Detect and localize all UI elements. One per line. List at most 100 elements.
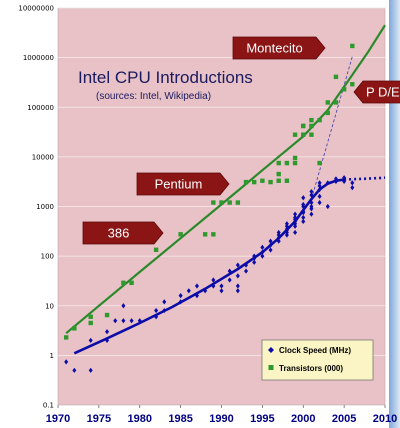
transistor-point	[276, 178, 281, 183]
y-tick-label: 1000000	[23, 54, 54, 62]
clock-speed-point	[293, 211, 298, 217]
clock-speed-point	[88, 337, 93, 344]
clock-speed-point	[105, 337, 110, 344]
clock-speed-point	[317, 193, 322, 199]
y-tick-label: 1000	[36, 203, 54, 211]
transistor-point	[309, 123, 314, 129]
transistor-point	[276, 160, 281, 166]
clock-speed-point	[252, 259, 257, 265]
clock-speed-point	[301, 208, 306, 214]
clock-speed-point	[129, 318, 134, 324]
clock-speed-point	[309, 188, 314, 195]
clock-speed-point	[333, 176, 338, 182]
transistor-point	[235, 200, 241, 205]
y-tick-label: 0.1	[43, 402, 54, 410]
transistor-point	[317, 160, 322, 166]
x-tick-label: 1980	[128, 413, 152, 425]
transistor-point	[309, 132, 314, 137]
legend-box	[261, 339, 374, 381]
transistor-point	[211, 232, 216, 237]
legend-transistor-label: Transistors (000)	[279, 364, 343, 373]
clock-speed-point	[235, 262, 240, 268]
clock-speed-point	[276, 238, 281, 244]
transistor-point	[301, 132, 306, 137]
clock-speed-point	[284, 221, 289, 227]
transistor-point	[243, 179, 249, 185]
transistor-point	[292, 155, 298, 161]
clock-speed-point	[227, 277, 232, 283]
clock-speed-point	[219, 283, 224, 289]
transistor-point	[284, 160, 290, 166]
transistor-point	[268, 179, 273, 185]
x-tick-label: 1990	[209, 413, 233, 425]
clock-speed-point	[162, 307, 167, 314]
y-tick-label: 10	[45, 302, 54, 310]
x-tick-label: 2010	[373, 413, 397, 425]
transistor-point	[292, 132, 298, 137]
clock-speed-point	[235, 273, 240, 279]
clock-speed-point	[121, 318, 126, 324]
transistor-point	[301, 123, 306, 129]
clock-speed-point	[88, 367, 93, 373]
clock-speed-point	[203, 288, 208, 294]
clock-speed-point	[350, 185, 355, 191]
clock-speed-point	[342, 175, 347, 181]
transistor-trend-line	[65, 24, 386, 335]
clock-speed-point	[309, 192, 314, 198]
clock-speed-point	[276, 235, 281, 241]
transistor-point	[309, 117, 314, 123]
clock-speed-point	[227, 268, 232, 274]
transistor-point	[219, 200, 224, 205]
clock-speed-point	[325, 180, 330, 186]
clock-speed-point	[301, 218, 306, 225]
clock-speed-point	[260, 249, 265, 255]
clock-speed-point	[309, 211, 314, 217]
x-tick-label: 2005	[332, 413, 356, 425]
transistor-point	[121, 280, 126, 286]
clock-speed-point	[268, 238, 273, 244]
transistor-point	[325, 100, 330, 105]
transistor-point	[88, 320, 93, 326]
callout-label: Pentium	[155, 177, 203, 192]
clock-speed-point	[194, 283, 199, 289]
clock-speed-point	[268, 247, 273, 253]
legend-clock-marker	[268, 347, 274, 353]
y-tick-label: 10000000	[18, 5, 54, 13]
transistor-point	[276, 171, 281, 177]
transistor-point	[341, 87, 347, 92]
clock-speed-point	[260, 244, 265, 250]
transistor-point	[252, 179, 257, 185]
transistor-point	[350, 82, 355, 87]
clock-speed-point	[301, 201, 306, 208]
transistor-point	[227, 200, 232, 205]
clock-speed-point	[154, 314, 159, 320]
clock-speed-point	[342, 178, 347, 185]
callout-arrow	[136, 172, 230, 196]
transistor-point	[153, 247, 159, 253]
transistor-point	[129, 280, 134, 286]
clock-speed-point	[178, 293, 183, 299]
y-tick-label: 100	[41, 253, 54, 261]
y-tick-label: 100000	[27, 104, 54, 112]
clock-speed-point	[309, 199, 314, 206]
clock-speed-point	[105, 329, 110, 335]
transistor-point	[211, 200, 216, 205]
clock-speed-point	[121, 303, 126, 309]
clock-speed-point	[350, 180, 355, 186]
x-tick-label: 1985	[168, 413, 192, 425]
clock-speed-point	[276, 229, 281, 236]
x-tick-label: 1995	[250, 413, 274, 425]
clock-speed-point	[194, 293, 199, 299]
data-points	[63, 43, 355, 373]
x-tick-label: 1970	[46, 413, 70, 425]
clock-speed-point	[260, 253, 265, 259]
clock-speed-point	[244, 262, 249, 268]
transistor-point	[178, 232, 183, 237]
clock-speed-point	[268, 242, 273, 248]
clock-speed-point	[317, 199, 322, 206]
transistor-point	[317, 117, 322, 123]
clock-speed-point	[137, 318, 142, 324]
y-tick-label: 10000	[32, 153, 54, 161]
x-tick-label: 2000	[291, 413, 315, 425]
